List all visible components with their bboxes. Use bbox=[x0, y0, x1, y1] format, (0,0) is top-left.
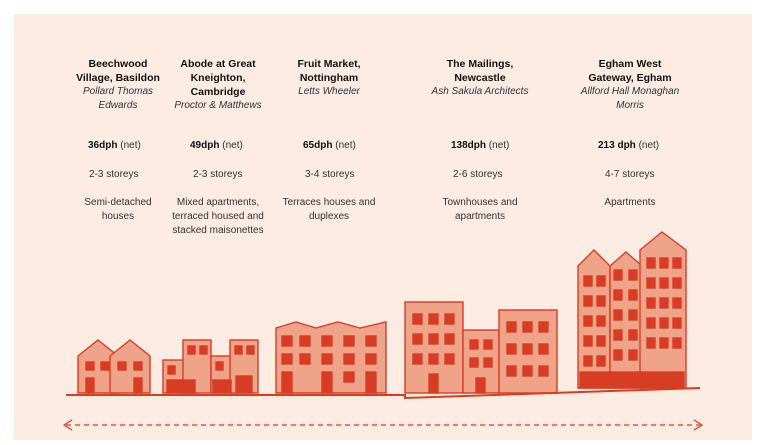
density-fruit-market: 65dph (net) bbox=[303, 140, 356, 151]
density-value: 65dph bbox=[303, 140, 333, 151]
name-line: Beechwood bbox=[88, 58, 148, 70]
architect-line: Morris bbox=[616, 100, 644, 111]
density-value: 36dph bbox=[88, 140, 118, 151]
architect-line: Allford Hall Monaghan bbox=[580, 86, 680, 97]
architect: Letts Wheeler bbox=[254, 85, 404, 99]
scheme-name: Fruit Market, Nottingham bbox=[254, 57, 404, 85]
scheme-fruit-market: Fruit Market, Nottingham Letts Wheeler bbox=[254, 57, 404, 99]
storeys-fruit-market: 3-4 storeys bbox=[305, 169, 355, 180]
type-beechwood: Semi-detached houses bbox=[43, 196, 193, 224]
scheme-beechwood: Beechwood Village, Basildon Pollard Thom… bbox=[43, 57, 193, 113]
beechwood-houses bbox=[77, 339, 151, 394]
mailings-blocks bbox=[404, 301, 558, 394]
scheme-egham: Egham West Gateway, Egham Allford Hall M… bbox=[555, 57, 705, 113]
density-value: 213 dph bbox=[598, 140, 636, 151]
type-line: Mixed apartments, bbox=[176, 197, 260, 208]
density-unit: (net) bbox=[222, 140, 243, 151]
egham-towers bbox=[577, 231, 687, 389]
type-line: Apartments bbox=[604, 197, 656, 208]
storeys-beechwood: 2-3 storeys bbox=[89, 169, 139, 180]
scheme-abode: Abode at Great Kneighton, Cambridge Proc… bbox=[143, 57, 293, 113]
name-line: Gateway, Egham bbox=[588, 72, 672, 84]
density-beechwood: 36dph (net) bbox=[88, 140, 141, 151]
architect: Proctor & Matthews bbox=[143, 99, 293, 113]
name-line: Village, Basildon bbox=[76, 72, 160, 84]
type-line: terraced housed and bbox=[172, 211, 264, 222]
architect-line: Edwards bbox=[98, 100, 138, 111]
density-value: 138dph bbox=[451, 140, 487, 151]
density-abode: 49dph (net) bbox=[190, 140, 243, 151]
density-value: 49dph bbox=[190, 140, 220, 151]
scheme-name: Egham West Gateway, Egham bbox=[555, 57, 705, 85]
storeys-egham: 4-7 storeys bbox=[605, 169, 655, 180]
name-line: Egham West bbox=[598, 58, 662, 70]
scheme-mailings: The Mailings, Newcastle Ash Sakula Archi… bbox=[405, 57, 555, 99]
abode-blocks bbox=[162, 339, 259, 394]
name-line: Abode at Great bbox=[180, 58, 256, 70]
density-unit: (net) bbox=[120, 140, 141, 151]
name-line: Cambridge bbox=[190, 86, 246, 98]
density-unit: (net) bbox=[488, 140, 510, 151]
scale-arrow bbox=[62, 419, 704, 431]
type-fruit-market: Terraces houses and duplexes bbox=[254, 196, 404, 224]
type-line: apartments bbox=[454, 211, 506, 222]
type-line: stacked maisonettes bbox=[172, 225, 264, 236]
architect-line: Pollard Thomas bbox=[82, 86, 154, 97]
architect: Pollard Thomas Edwards bbox=[43, 85, 193, 113]
name-line: Kneighton, bbox=[190, 72, 246, 84]
type-line: duplexes bbox=[308, 211, 350, 222]
architect-line: Ash Sakula Architects bbox=[431, 86, 529, 97]
ground-line bbox=[66, 387, 701, 400]
type-egham: Apartments bbox=[555, 196, 705, 210]
type-abode: Mixed apartments, terraced housed and st… bbox=[143, 196, 293, 238]
density-unit: (net) bbox=[638, 140, 660, 151]
name-line: The Mailings, bbox=[446, 58, 514, 70]
density-unit: (net) bbox=[335, 140, 356, 151]
scheme-name: Abode at Great Kneighton, Cambridge bbox=[143, 57, 293, 99]
type-line: Semi-detached bbox=[84, 197, 152, 208]
architect-line: Proctor & Matthews bbox=[174, 100, 262, 111]
name-line: Newcastle bbox=[454, 72, 506, 84]
scheme-name: Beechwood Village, Basildon bbox=[43, 57, 193, 85]
architect: Allford Hall Monaghan Morris bbox=[555, 85, 705, 113]
type-line: Townhouses and bbox=[442, 197, 518, 208]
architect-line: Letts Wheeler bbox=[298, 86, 360, 97]
storeys-mailings: 2-6 storeys bbox=[453, 169, 503, 180]
type-mailings: Townhouses and apartments bbox=[405, 196, 555, 224]
name-line: Fruit Market, bbox=[297, 58, 361, 70]
scheme-name: The Mailings, Newcastle bbox=[405, 57, 555, 85]
storeys-abode: 2-3 storeys bbox=[193, 169, 243, 180]
fruit-market-terrace bbox=[275, 321, 387, 394]
name-line: Nottingham bbox=[299, 72, 359, 84]
architect: Ash Sakula Architects bbox=[405, 85, 555, 99]
density-egham: 213 dph (net) bbox=[598, 140, 659, 151]
type-line: Terraces houses and bbox=[282, 197, 376, 208]
density-mailings: 138dph (net) bbox=[451, 140, 509, 151]
type-line: houses bbox=[101, 211, 135, 222]
